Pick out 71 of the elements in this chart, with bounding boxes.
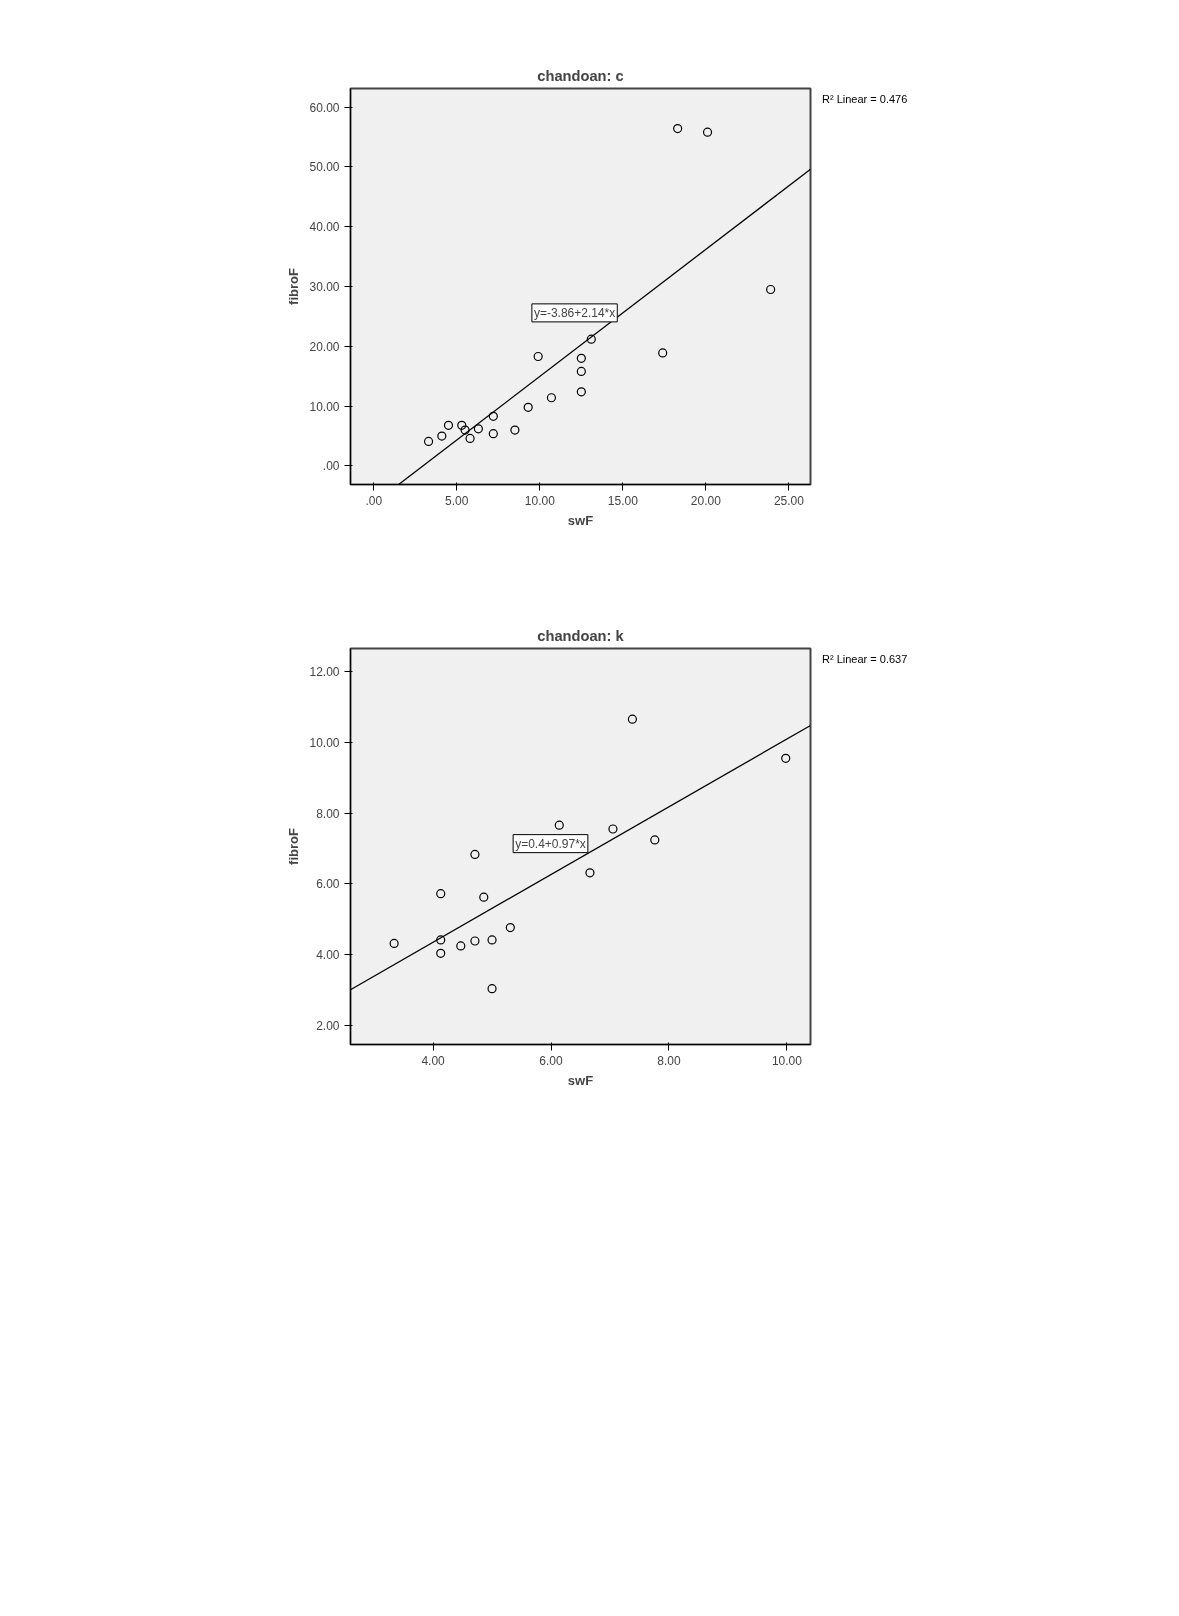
x-tick-label: 6.00: [539, 1053, 564, 1068]
point: [456, 941, 466, 951]
x-tick-label: 4.00: [421, 1053, 446, 1068]
annotation: y=-3.86+2.14*x: [533, 305, 616, 320]
point: [436, 935, 446, 945]
y-tick-label: 50.00: [309, 160, 340, 175]
y-axis-title: fibroF: [286, 268, 302, 305]
x-tick-label: 25.00: [773, 493, 805, 508]
point: [702, 127, 713, 137]
point: [487, 935, 497, 945]
point: [488, 411, 498, 421]
point: [546, 393, 557, 403]
point: [576, 387, 586, 397]
annotation: y=0.4+0.97*x: [515, 836, 586, 851]
y-axis-title: fibroF: [286, 828, 302, 865]
y-tick-label: 40.00: [309, 220, 340, 235]
y-tick-label: 10.00: [309, 399, 340, 414]
x-tick-label: 5.00: [445, 493, 469, 508]
point: [576, 366, 586, 377]
point: [437, 431, 447, 441]
y-tick-label: 4.00: [316, 947, 340, 962]
point: [608, 824, 618, 834]
x-tick-label: 10.00: [771, 1053, 803, 1068]
y-tick-label: 60.00: [309, 100, 340, 115]
point: [443, 420, 454, 430]
point: [781, 753, 791, 763]
point: [505, 922, 515, 933]
point: [488, 429, 498, 439]
point: [510, 425, 520, 435]
chart-title: chandoan: k: [537, 627, 625, 644]
point: [479, 892, 489, 902]
x-tick-label: 8.00: [657, 1053, 681, 1068]
x-tick-label: 10.00: [524, 493, 556, 508]
y-tick-label: 6.00: [316, 877, 340, 892]
point: [673, 123, 683, 134]
point: [423, 436, 434, 447]
y-tick-label: .00: [322, 459, 340, 474]
point: [470, 849, 480, 860]
x-axis-title: swF: [567, 1072, 594, 1088]
point: [585, 868, 595, 878]
point: [523, 402, 533, 412]
point: [554, 820, 564, 830]
y-tick-label: 12.00: [309, 665, 340, 680]
y-tick-label: 8.00: [316, 806, 340, 821]
point: [533, 351, 543, 362]
point: [650, 835, 660, 845]
point: [766, 284, 776, 295]
point: [473, 424, 483, 434]
point: [586, 334, 596, 344]
point: [436, 889, 446, 899]
y-tick-label: 30.00: [309, 280, 340, 294]
y-tick-label: 20.00: [309, 339, 340, 354]
point: [457, 420, 467, 430]
point: [436, 948, 446, 958]
x-axis-title: swF: [567, 512, 594, 528]
point: [460, 425, 470, 435]
point: [389, 938, 399, 949]
point: [470, 936, 480, 946]
point: [658, 348, 668, 358]
text: R² Linear = 0.476: [822, 92, 908, 107]
text: R² Linear = 0.637: [822, 652, 908, 667]
x-tick-label: .00: [365, 493, 383, 508]
point: [576, 353, 586, 363]
point: [465, 433, 475, 444]
x-tick-label: 20.00: [690, 493, 722, 508]
x-tick-label: 15.00: [607, 493, 639, 508]
point: [487, 984, 497, 994]
chart-title: chandoan: c: [537, 67, 624, 84]
y-tick-label: 10.00: [309, 735, 340, 750]
y-tick-label: 2.00: [316, 1018, 340, 1033]
point: [627, 714, 637, 724]
